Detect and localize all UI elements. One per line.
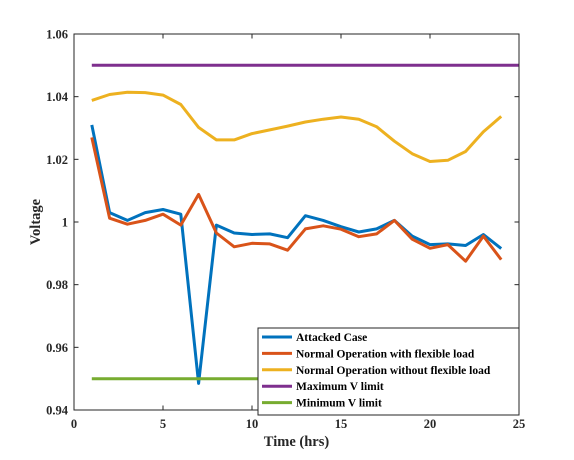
x-tick-label: 5 (160, 417, 166, 431)
y-tick-label: 1.02 (46, 153, 68, 167)
legend-entry: Normal Operation without flexible load (296, 365, 491, 377)
y-axis-label: Voltage (28, 198, 44, 245)
y-tick-label: 0.94 (46, 404, 69, 418)
y-tick-label: 0.98 (46, 278, 68, 292)
y-tick-label: 0.96 (46, 341, 68, 355)
legend-entry: Maximum V limit (296, 381, 384, 393)
x-tick-label: 25 (513, 417, 526, 431)
legend-box (257, 327, 520, 416)
x-tick-label: 15 (335, 417, 348, 431)
legend-entry: Attacked Case (296, 332, 367, 344)
y-ticks: 0.94 0.96 0.98 1 1.02 1.04 1.06 (46, 28, 519, 418)
series-line (90, 137, 503, 263)
x-tick-label: 20 (424, 417, 437, 431)
y-tick-label: 1 (62, 216, 68, 230)
series-line (91, 90, 503, 163)
series-line (90, 124, 503, 385)
legend-entry: Minimum V limit (296, 398, 382, 410)
legend: Attacked Case Normal Operation with flexi… (257, 327, 520, 416)
x-tick-label: 0 (71, 417, 77, 431)
x-axis-label: Time (hrs) (264, 434, 330, 450)
legend-entry: Normal Operation with flexible load (296, 348, 475, 360)
x-tick-label: 10 (246, 417, 259, 431)
y-tick-label: 1.06 (46, 28, 68, 42)
y-tick-label: 1.04 (46, 90, 69, 104)
